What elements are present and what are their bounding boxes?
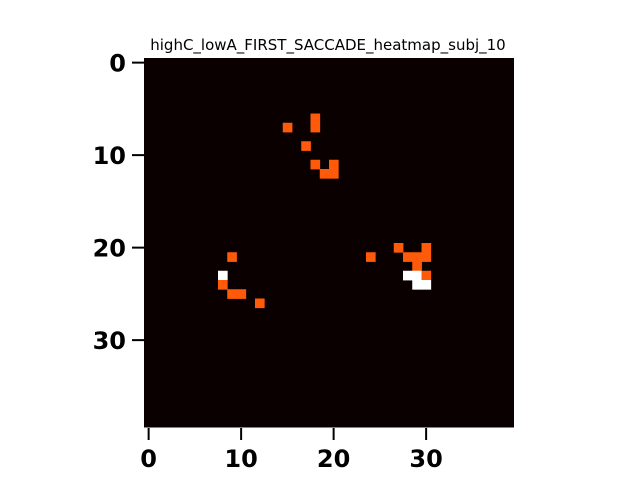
heatmap-cell <box>227 289 237 299</box>
y-axis: 0 10 20 30 <box>93 50 144 355</box>
x-tick-label: 0 <box>140 445 157 473</box>
y-tick-label: 0 <box>109 50 126 78</box>
heatmap-cell <box>310 159 321 170</box>
x-tick-label: 10 <box>224 445 257 473</box>
heatmap-cell <box>218 270 228 281</box>
heatmap-background <box>144 58 514 428</box>
heatmap-cell <box>421 252 432 262</box>
heatmap-cell <box>412 280 422 290</box>
heatmap-cell <box>421 280 432 290</box>
heatmap-cell <box>255 298 265 309</box>
heatmap-cell <box>282 122 293 133</box>
plot-area <box>144 58 514 428</box>
heatmap-cells <box>218 113 432 309</box>
heatmap-cell <box>412 252 422 262</box>
heatmap-cell <box>393 243 404 253</box>
y-tick-label: 30 <box>93 327 126 355</box>
y-tick-label: 20 <box>93 235 126 263</box>
heatmap-cell <box>403 270 413 281</box>
heatmap-cell <box>403 252 413 262</box>
heatmap-cell <box>412 261 422 272</box>
heatmap-cell <box>412 270 422 281</box>
y-tick-label: 10 <box>93 142 126 170</box>
chart-title: highC_lowA_FIRST_SACCADE_heatmap_subj_10 <box>150 36 505 55</box>
heatmap-cell <box>236 289 247 299</box>
heatmap-cell <box>301 141 311 151</box>
heatmap-cell <box>310 113 321 124</box>
heatmap-cell <box>227 252 237 262</box>
heatmap-cell <box>421 270 432 281</box>
heatmap-cell <box>329 169 339 179</box>
x-tick-label: 30 <box>409 445 442 473</box>
x-axis: 0 10 20 30 <box>140 427 514 473</box>
heatmap-cell <box>421 243 432 253</box>
x-tick-label: 20 <box>317 445 350 473</box>
heatmap-cell <box>310 122 321 133</box>
heatmap-cell <box>319 169 330 179</box>
heatmap-cell <box>329 159 339 170</box>
heatmap-cell <box>218 280 228 290</box>
heatmap-cell <box>366 252 376 262</box>
